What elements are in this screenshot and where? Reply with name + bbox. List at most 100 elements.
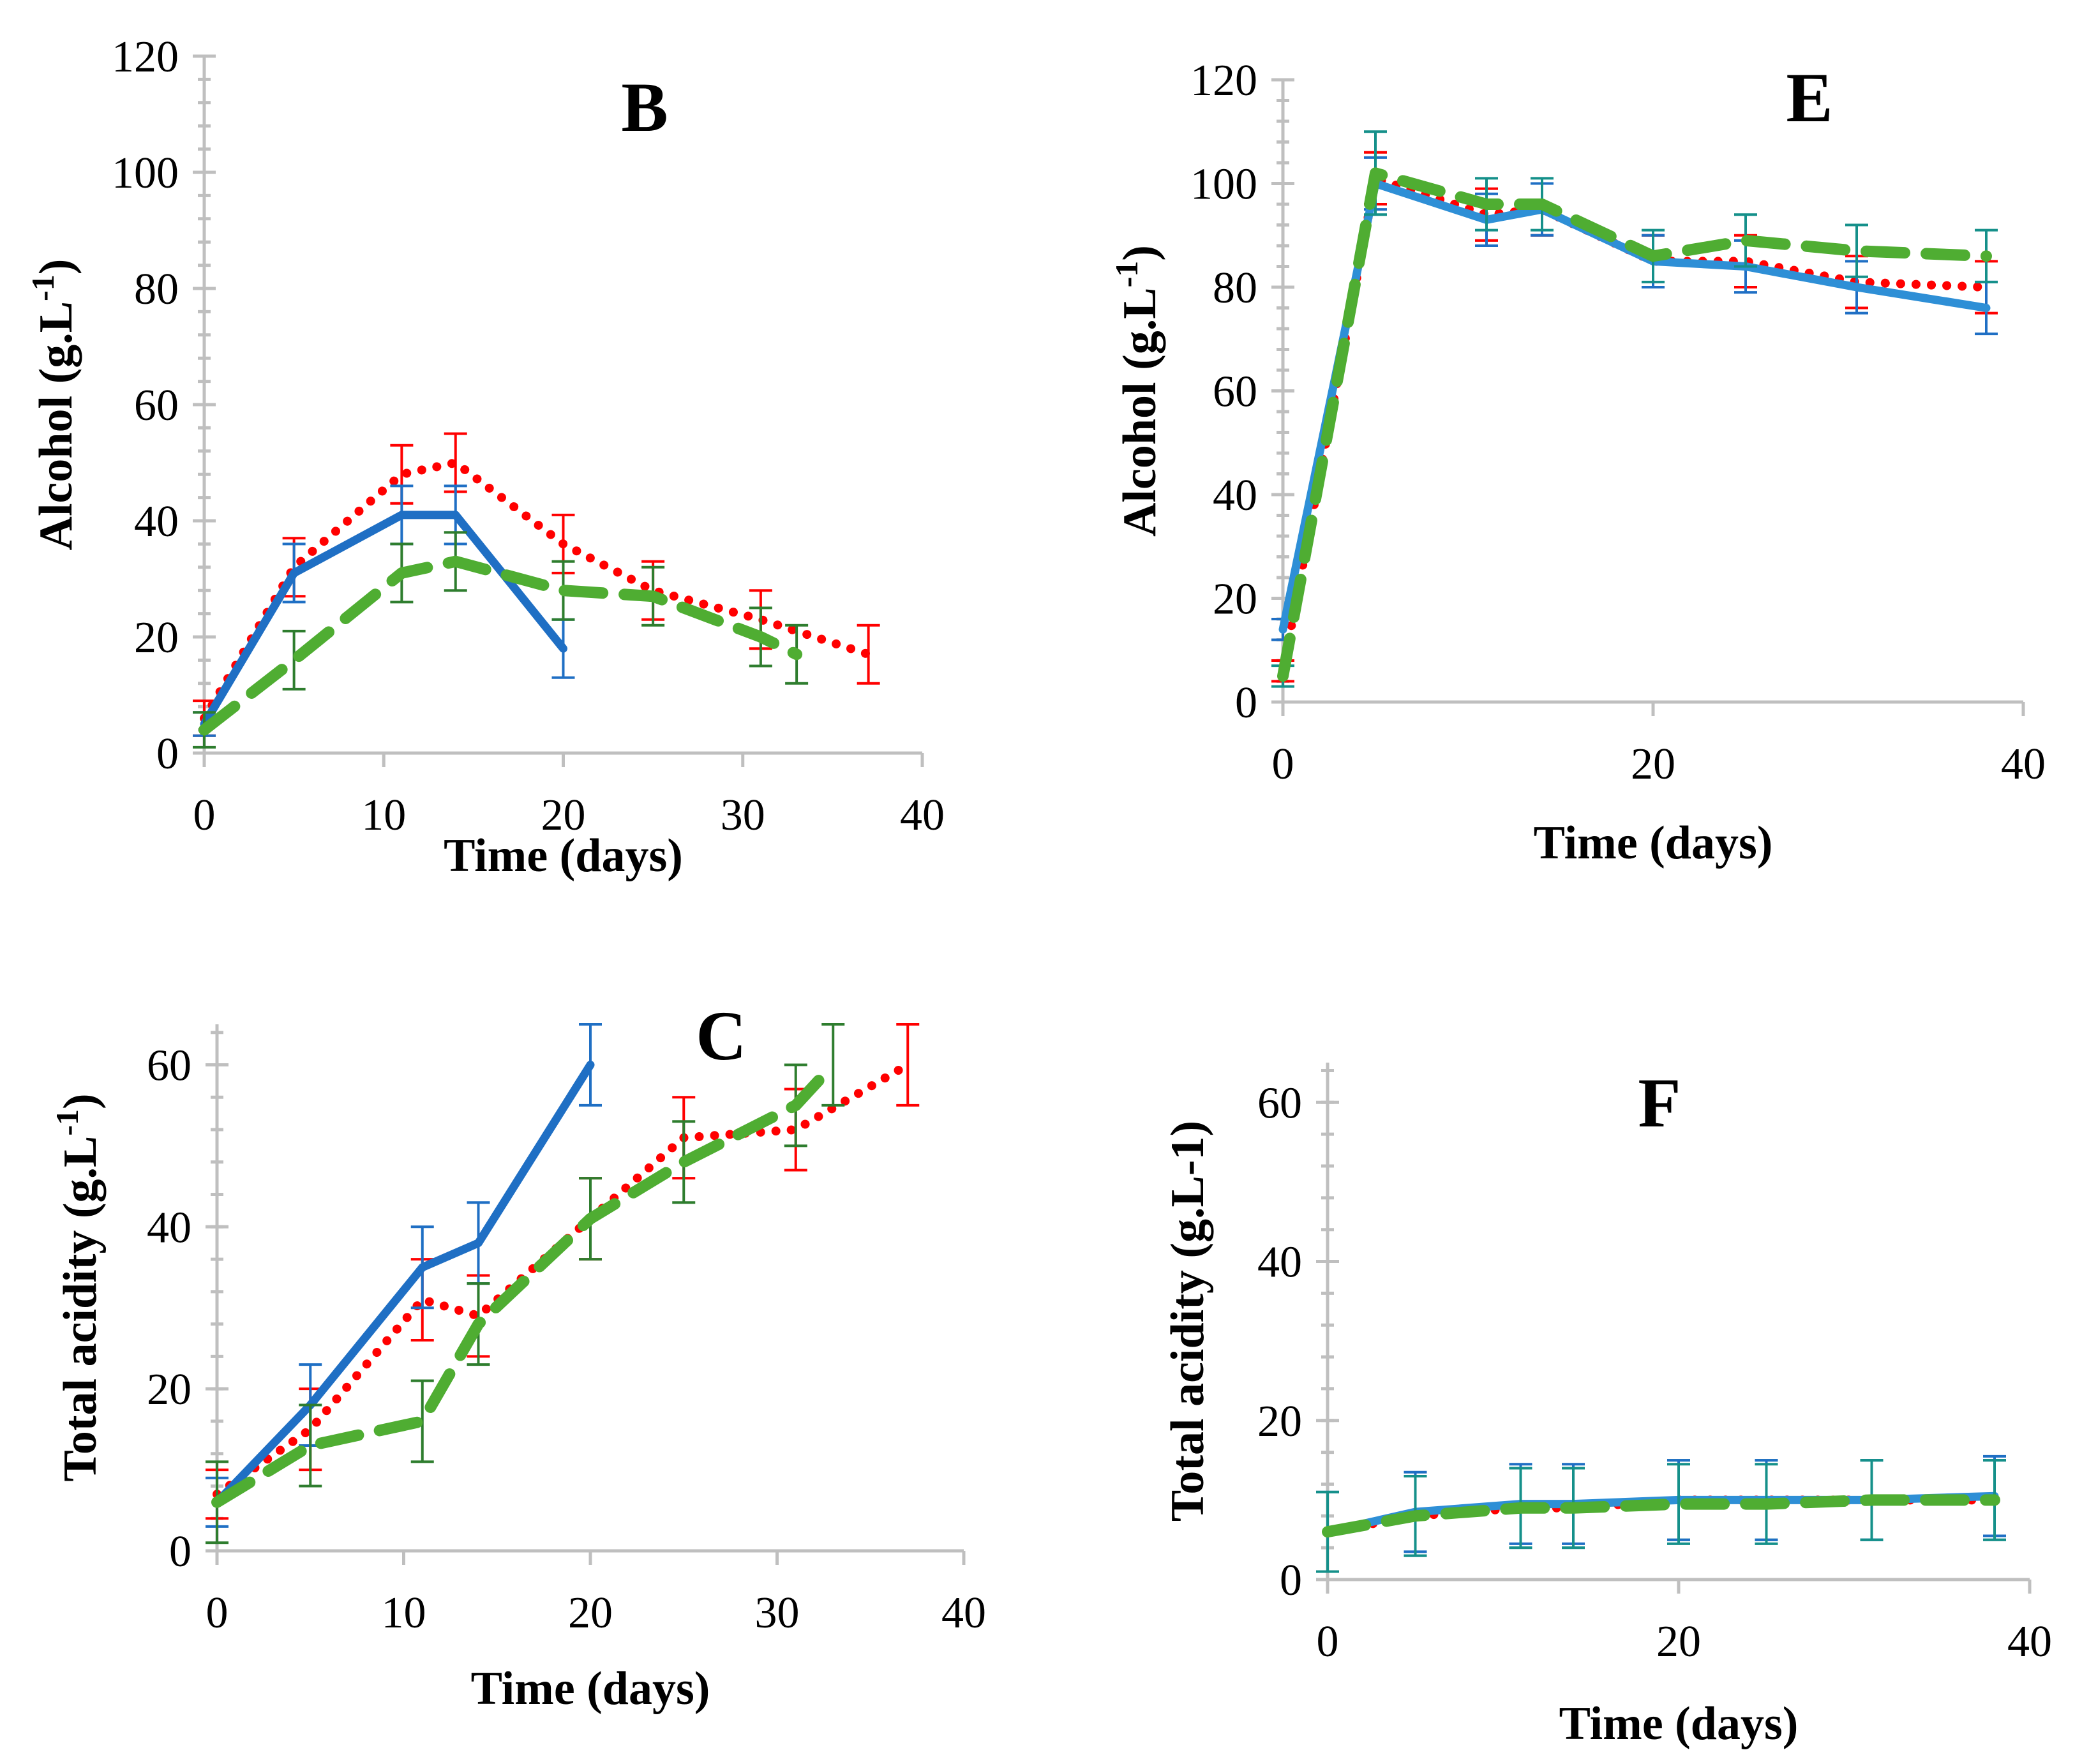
series-line — [200, 458, 873, 723]
y-axis-title: Alcohol (g.L-1) — [25, 259, 82, 551]
y-axis-title-text: Alcohol (g.L — [1114, 287, 1166, 537]
x-axis-title: Time (days) — [1534, 817, 1773, 869]
data-point — [478, 1324, 479, 1325]
series-solid-blue — [1271, 156, 1998, 641]
x-tick-label: 30 — [721, 791, 765, 840]
data-point — [1573, 1507, 1574, 1509]
x-tick-label: 20 — [541, 791, 586, 840]
data-point — [907, 1064, 908, 1065]
y-tick-label: 0 — [1235, 678, 1257, 728]
data-point — [1986, 308, 1987, 309]
x-axis-title: Time (days) — [444, 830, 683, 882]
y-tick-label: 40 — [147, 1203, 191, 1252]
y-tick-label: 100 — [1190, 160, 1257, 209]
x-tick-label: 20 — [568, 1588, 613, 1638]
y-axis-title: Total acidity (g.L-1) — [49, 1093, 107, 1481]
data-point — [590, 1064, 591, 1065]
y-tick-label: 20 — [147, 1365, 191, 1414]
data-point — [1282, 629, 1284, 630]
panel-f: 0 20 40 60 0 20 40 Time (days) Total acidity (g.… — [1162, 1063, 2052, 1750]
series-dashed-green — [206, 1023, 845, 1544]
data-point — [1745, 240, 1746, 241]
series-dashed-green — [1316, 1459, 2006, 1573]
y-axis-title-superscript: -1 — [49, 1109, 85, 1136]
data-point — [1856, 287, 1857, 288]
data-point — [310, 1445, 311, 1446]
data-point — [563, 590, 564, 591]
y-axis-title-text: Alcohol (g.L — [30, 301, 82, 551]
x-tick-label: 0 — [1272, 740, 1294, 789]
data-point — [868, 654, 869, 655]
x-tick-label: 40 — [900, 791, 945, 840]
panel-e: 0 20 40 60 80 100 120 0 20 40 Time (days) Alcohol (… — [1109, 56, 2046, 869]
data-point — [796, 654, 797, 655]
x-tick-label: 10 — [382, 1588, 426, 1638]
data-point — [1375, 172, 1376, 174]
y-tick-label: 40 — [1257, 1238, 1302, 1287]
x-tick-label: 20 — [1656, 1617, 1701, 1666]
data-point — [590, 1218, 591, 1220]
y-tick-label: 120 — [1190, 56, 1257, 105]
series-line — [211, 1059, 839, 1508]
x-tick-label: 0 — [206, 1588, 228, 1638]
y-tick-label: 40 — [134, 497, 179, 546]
y-axis-title-text: Total acidity (g.L-1) — [1162, 1121, 1214, 1521]
series-line — [213, 1061, 595, 1507]
data-point — [1520, 1507, 1522, 1509]
panel-c: 0 20 40 60 0 10 20 30 40 Time (days) Total acidity… — [49, 997, 986, 1715]
data-point — [401, 514, 402, 516]
series-dashed-green — [193, 531, 809, 749]
panel-label: E — [1786, 59, 1832, 137]
data-point — [478, 1243, 479, 1244]
data-point — [294, 572, 295, 574]
y-axis-title: Alcohol (g.L-1) — [1109, 245, 1166, 537]
y-tick-label: 20 — [1213, 575, 1257, 624]
data-point — [1541, 204, 1543, 205]
x-axis-title: Time (days) — [1559, 1698, 1799, 1750]
data-point — [1766, 1504, 1767, 1505]
y-tick-label: 0 — [169, 1527, 191, 1576]
data-point — [795, 1105, 797, 1106]
x-tick-label: 40 — [941, 1588, 986, 1638]
data-point — [1486, 204, 1487, 205]
y-axis-title-end: ) — [54, 1093, 107, 1109]
x-tick-label: 10 — [361, 791, 406, 840]
panel-label: C — [696, 997, 746, 1075]
x-axis-title: Time (days) — [471, 1663, 710, 1715]
y-tick-label: 60 — [134, 381, 179, 430]
data-point — [832, 1064, 834, 1065]
x-tick-label: 20 — [1631, 740, 1675, 789]
data-point — [401, 572, 402, 574]
data-point — [1415, 1515, 1416, 1516]
data-point — [652, 595, 654, 597]
y-tick-label: 0 — [1280, 1556, 1302, 1605]
data-point — [1327, 1531, 1328, 1532]
series-line — [198, 555, 803, 736]
series-line — [213, 1060, 913, 1499]
series-line — [200, 511, 567, 728]
data-point — [294, 659, 295, 661]
data-point — [563, 543, 564, 544]
data-point — [216, 1502, 218, 1503]
y-tick-label: 20 — [134, 613, 179, 662]
data-point — [1986, 255, 1987, 257]
data-point — [1871, 1499, 1873, 1500]
data-point — [455, 514, 456, 516]
series-solid-blue — [206, 1023, 602, 1528]
data-point — [455, 561, 456, 562]
series-line — [1277, 167, 1992, 682]
series-line — [1322, 1494, 2000, 1538]
y-axis-title-end: ) — [1114, 245, 1166, 261]
y-tick-label: 120 — [112, 33, 179, 82]
data-point — [683, 1162, 684, 1163]
data-point — [1282, 675, 1284, 676]
data-point — [422, 1267, 423, 1268]
data-point — [760, 636, 761, 638]
x-tick-label: 0 — [193, 791, 216, 840]
y-tick-label: 0 — [156, 729, 179, 779]
series-dashed-green — [1271, 130, 1998, 688]
data-point — [422, 1421, 423, 1422]
y-axis-title-text: Total acidity (g.L — [54, 1136, 107, 1482]
data-point — [401, 474, 402, 475]
